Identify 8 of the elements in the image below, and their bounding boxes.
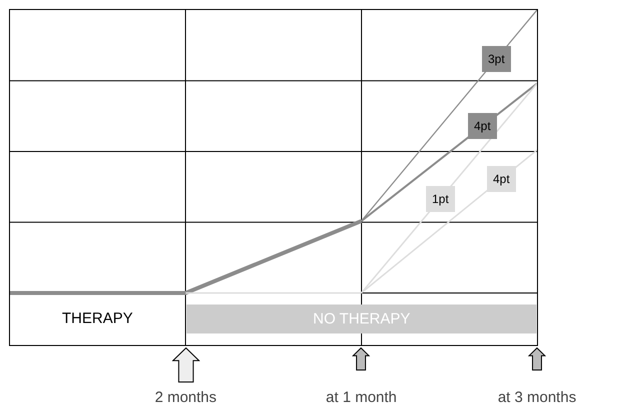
x-tick-label: at 1 month	[326, 389, 397, 406]
series-label: 3pt	[488, 52, 506, 66]
x-tick-label: 2 months	[154, 389, 217, 406]
series-label: 1pt	[432, 192, 450, 206]
series-label: 4pt	[493, 172, 510, 186]
series-label: 4pt	[474, 119, 492, 133]
x-tick-label: at 3 months	[498, 389, 576, 406]
text: THERAPY	[62, 310, 133, 327]
